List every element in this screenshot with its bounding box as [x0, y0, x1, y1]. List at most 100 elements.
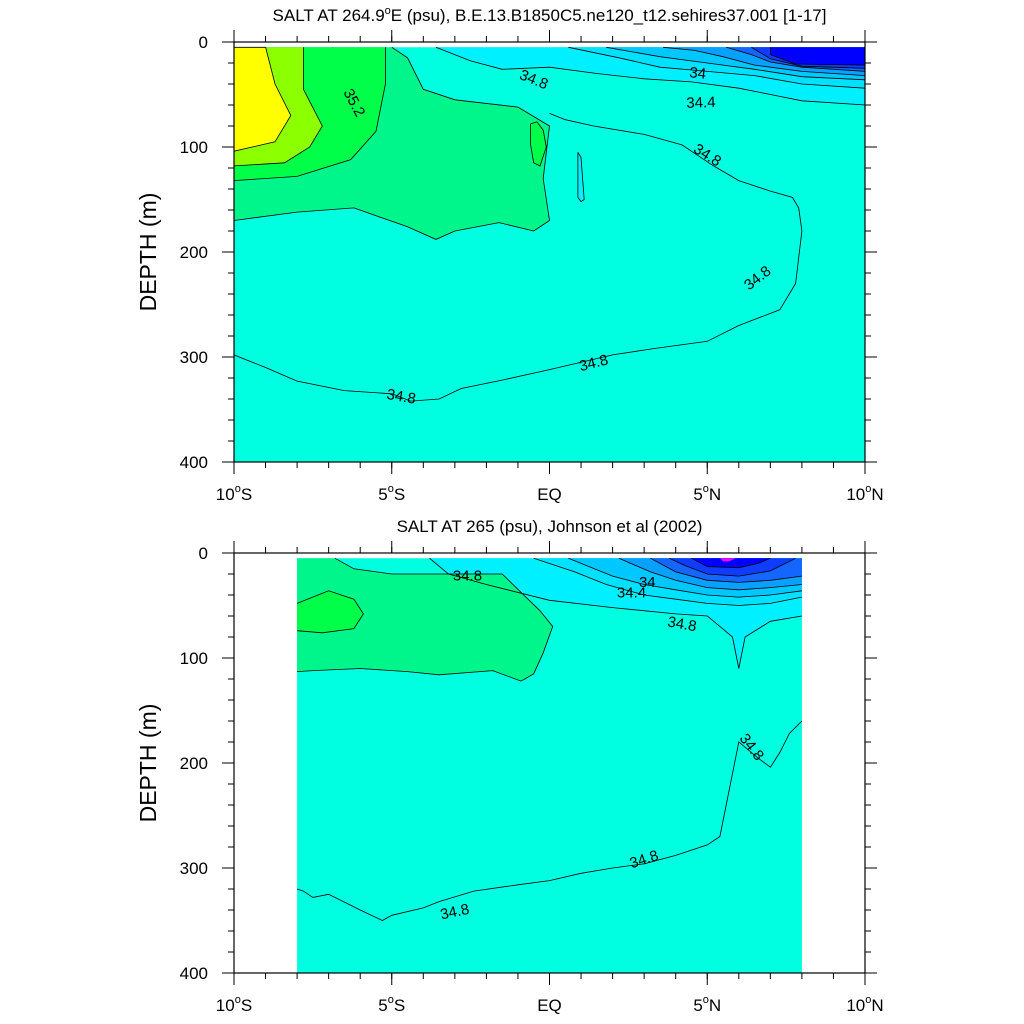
x-tick-label-value: 10	[216, 485, 235, 504]
x-tick-label-hemisphere: N	[871, 996, 883, 1015]
x-tick-label: 5oN	[693, 994, 721, 1015]
contour-label: 34.4	[617, 584, 646, 601]
y-tick-label: 0	[199, 544, 208, 563]
contour-fill-35-6	[234, 47, 291, 152]
y-tick-label: 400	[180, 964, 208, 983]
contour-line	[663, 46, 865, 76]
x-tick-label-hemisphere: N	[709, 485, 721, 504]
axis-ticks	[222, 541, 877, 985]
contour-line	[568, 557, 802, 598]
contour-line	[429, 557, 802, 669]
contour-line	[234, 47, 323, 167]
x-tick-label-hemisphere: N	[709, 996, 721, 1015]
degree-sign: o	[703, 994, 709, 1006]
contour-line	[669, 557, 796, 577]
y-tick-label: 100	[180, 138, 208, 157]
contour-line	[770, 47, 865, 66]
degree-sign: o	[235, 994, 241, 1006]
contour-line	[234, 113, 803, 402]
x-tick-label-value: EQ	[537, 996, 562, 1015]
degree-sign: o	[865, 994, 871, 1006]
y-axis-label: DEPTH (m)	[135, 193, 161, 312]
x-tick-label-hemisphere: N	[871, 485, 883, 504]
contour-fill-35-0	[297, 558, 553, 682]
degree-sign: o	[703, 483, 709, 495]
contour-fill-34-6	[577, 152, 585, 202]
contour-line	[650, 557, 802, 583]
x-tick-label: 10oS	[216, 483, 252, 504]
x-tick-label-value: 5	[378, 485, 387, 504]
x-tick-label: 10oS	[216, 994, 252, 1015]
y-axis-label: DEPTH (m)	[135, 704, 161, 823]
x-tick-label-value: 10	[846, 485, 865, 504]
degree-sign: o	[388, 483, 394, 495]
x-tick-label-value: 5	[693, 485, 702, 504]
contour-line	[606, 46, 865, 81]
contour-label: 34.8	[385, 386, 417, 408]
x-tick-label-hemisphere: S	[241, 485, 252, 504]
contour-line	[533, 557, 802, 606]
x-tick-label: 5oS	[378, 994, 405, 1015]
x-tick-label-hemisphere: S	[241, 996, 252, 1015]
contour-label: 34.8	[453, 568, 482, 585]
contour-line	[296, 720, 803, 921]
contour-line	[297, 557, 554, 682]
contour-label: 34.8	[666, 613, 698, 635]
x-tick-label: 5oN	[693, 483, 721, 504]
contour-line	[234, 46, 292, 152]
contour-fill-lt-33-6	[691, 558, 771, 568]
contour-label: 34.8	[439, 901, 471, 924]
contour-fill-35-2	[530, 121, 547, 166]
x-tick-label: 10oN	[846, 483, 883, 504]
chart-title: SALT AT 265 (psu), Johnson et al (2002)	[397, 517, 703, 536]
x-tick-label: EQ	[537, 485, 562, 504]
x-tick-label: 10oN	[846, 994, 883, 1015]
degree-sign: o	[385, 5, 391, 17]
contour-fill-lt-33-6	[770, 47, 865, 66]
contour-line	[234, 46, 550, 240]
y-tick-label: 300	[180, 859, 208, 878]
y-tick-label: 400	[180, 453, 208, 472]
panel-bottom: 34.8 3434.434.834.834.834.801002003004001…	[135, 517, 884, 1015]
x-tick-label-hemisphere: S	[394, 485, 405, 504]
y-tick-label: 200	[180, 754, 208, 773]
axis-ticks	[222, 30, 877, 474]
contour-line	[577, 152, 585, 203]
contour-line	[435, 46, 865, 106]
x-tick-label: 5oS	[378, 483, 405, 504]
x-tick-label-value: EQ	[537, 485, 562, 504]
contour-fill-35-2	[297, 590, 364, 633]
contour-line	[726, 46, 865, 72]
chart-title-text: E (psu), B.E.13.B1850C5.ne120_t12.sehire…	[391, 6, 827, 25]
x-tick-label: EQ	[537, 996, 562, 1015]
contour-line	[568, 46, 865, 89]
x-tick-label-value: 10	[216, 996, 235, 1015]
y-tick-label: 0	[199, 33, 208, 52]
panel-top: 35.234.8 3434.434.834.834.834.80100200300…	[135, 5, 884, 504]
contour-line	[234, 47, 386, 181]
contour-line	[530, 121, 547, 167]
contour-line	[751, 46, 865, 69]
x-tick-label-value: 5	[693, 996, 702, 1015]
chart-title: SALT AT 264.9oE (psu), B.E.13.B1850C5.ne…	[273, 5, 827, 25]
contour-label: 34.8	[577, 352, 609, 376]
contour-label: 34	[689, 64, 707, 83]
x-tick-label-value: 5	[378, 996, 387, 1015]
x-tick-label-value: 10	[846, 996, 865, 1015]
degree-sign: o	[865, 483, 871, 495]
contour-line	[296, 590, 364, 634]
x-tick-label-hemisphere: S	[394, 996, 405, 1015]
contour-label: 34	[639, 574, 656, 591]
contour-line	[618, 557, 802, 591]
contour-label: 34.4	[686, 94, 716, 112]
y-tick-label: 200	[180, 243, 208, 262]
degree-sign: o	[388, 994, 394, 1006]
degree-sign: o	[235, 483, 241, 495]
chart-title-text: SALT AT 265 (psu), Johnson et al (2002)	[397, 517, 703, 536]
contour-fill-max-spot	[719, 558, 736, 562]
y-tick-label: 300	[180, 348, 208, 367]
chart-title-text: SALT AT 264.9	[273, 6, 385, 25]
